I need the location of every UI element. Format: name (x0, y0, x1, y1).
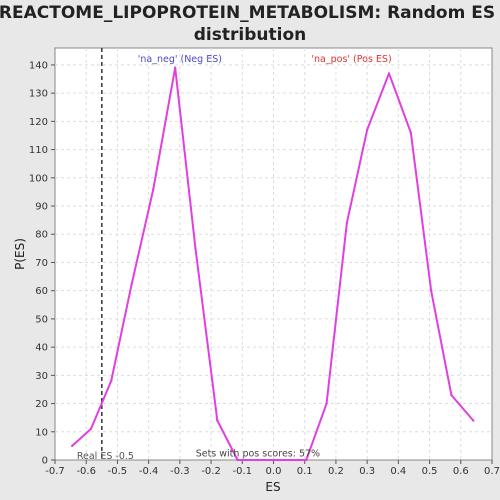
real-es-label: Real ES -0.5 (77, 451, 134, 462)
data-point (346, 222, 348, 224)
y-tick-label: 0 (42, 456, 48, 467)
data-point (194, 247, 196, 249)
data-point (71, 445, 73, 447)
x-tick-label: 0.6 (453, 466, 469, 477)
y-tick-label: 10 (35, 427, 48, 438)
y-tick-label: 20 (35, 399, 48, 410)
y-axis-label: P(ES) (13, 238, 27, 270)
data-point (430, 289, 432, 291)
x-tick-label: -0.7 (45, 466, 65, 477)
y-tick-label: 90 (35, 202, 48, 213)
pos-scores-text: Sets with pos scores: 57% (196, 449, 320, 460)
chart-title-line1: REACTOME_LIPOPROTEIN_METABOLISM: Random … (0, 3, 495, 23)
y-tick-label: 40 (35, 343, 48, 354)
x-tick-label: 0.4 (390, 466, 406, 477)
y-tick-label: 60 (35, 286, 48, 297)
data-point (472, 419, 474, 421)
data-point (388, 72, 390, 74)
data-point (410, 131, 412, 133)
data-point (325, 402, 327, 404)
x-axis-ticks: -0.7 -0.6 -0.5 -0.4 -0.3 -0.2 -0.1 0.0 0.1 0.2 0.3… (45, 460, 500, 477)
y-tick-label: 140 (29, 60, 48, 71)
data-point (174, 67, 176, 69)
y-axis-ticks: 0 10 20 30 40 50 60 70 80 90 100 110 120 130 140 (29, 60, 55, 466)
data-point (152, 188, 154, 190)
y-tick-label: 110 (29, 145, 48, 156)
x-tick-label: 0.1 (297, 466, 313, 477)
x-tick-label: -0.6 (76, 466, 96, 477)
y-tick-label: 80 (35, 230, 48, 241)
y-tick-label: 50 (35, 314, 48, 325)
neg-es-label: 'na_neg' (Neg ES) (138, 54, 222, 65)
chart-title-line2: distribution (194, 25, 306, 45)
data-point (216, 419, 218, 421)
x-tick-label: -0.4 (139, 466, 159, 477)
x-tick-label: -0.5 (108, 466, 128, 477)
data-point (130, 284, 132, 286)
data-point (366, 129, 368, 131)
x-tick-label: -0.1 (233, 466, 253, 477)
data-point (450, 394, 452, 396)
data-point (110, 380, 112, 382)
y-tick-label: 30 (35, 371, 48, 382)
data-point (90, 428, 92, 430)
x-tick-label: 0.2 (328, 466, 344, 477)
x-tick-label: -0.3 (170, 466, 190, 477)
x-tick-label: -0.2 (201, 466, 221, 477)
y-tick-label: 120 (29, 117, 48, 128)
x-tick-label: 0.3 (359, 466, 375, 477)
y-tick-label: 130 (29, 89, 48, 100)
x-tick-label: 0.5 (422, 466, 438, 477)
pos-es-label: 'na_pos' (Pos ES) (311, 54, 391, 65)
y-tick-label: 100 (29, 173, 48, 184)
x-tick-label: 0.0 (266, 466, 282, 477)
y-tick-label: 70 (35, 258, 48, 269)
x-tick-label: 0.7 (484, 466, 500, 477)
x-axis-label: ES (265, 480, 280, 494)
